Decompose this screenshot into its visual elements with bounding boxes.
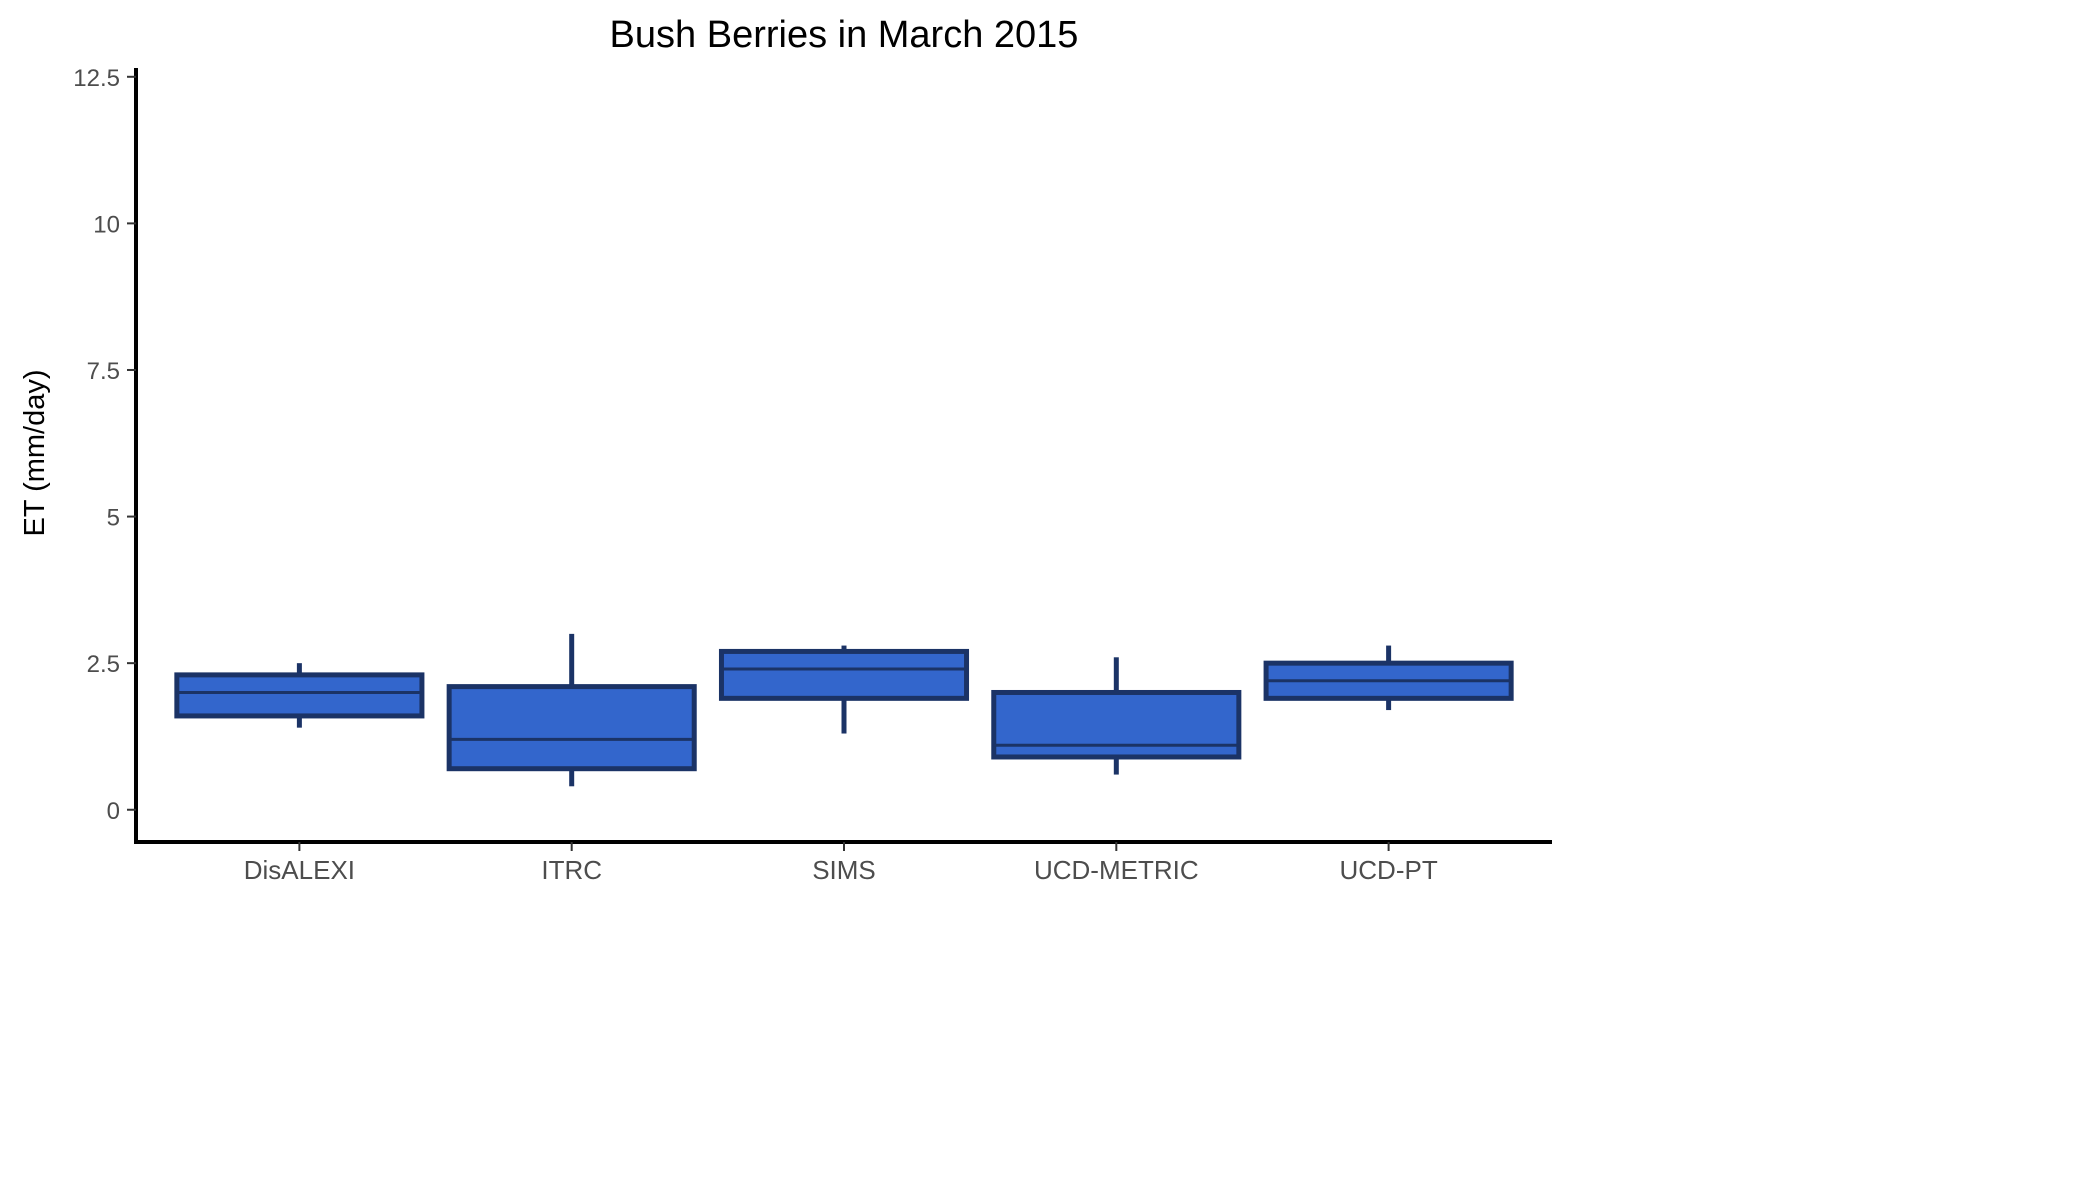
y-tick-label: 5 — [107, 505, 120, 532]
x-tick-label: UCD-PT — [1340, 855, 1438, 885]
y-tick-label: 10 — [93, 211, 120, 238]
box-disalexi — [174, 672, 425, 719]
y-tick-label: 12.5 — [73, 65, 120, 92]
x-tick-label: ITRC — [541, 855, 602, 885]
plot-area: 0 2.5 5 7.5 10 12.5 DisALEXI ITRC SIMS UCD-METRIC… — [73, 65, 1552, 885]
y-tick-label: 2.5 — [87, 651, 120, 678]
y-tick-label: 0 — [107, 798, 120, 825]
chart-title: Bush Berries in March 2015 — [610, 14, 1079, 56]
x-tick-label: UCD-METRIC — [1034, 855, 1199, 885]
x-tick-label: DisALEXI — [244, 855, 355, 885]
chart-container: Bush Berries in March 2015 ET (mm/day) 0… — [19, 14, 1552, 885]
boxplot-chart: Bush Berries in March 2015 ET (mm/day) 0… — [19, 14, 1552, 885]
y-tick-label: 7.5 — [87, 358, 120, 385]
box-sims — [718, 648, 970, 701]
box-ucd-metric — [991, 689, 1242, 760]
box-itrc — [446, 684, 697, 772]
x-tick-label: SIMS — [812, 855, 876, 885]
y-axis-label: ET (mm/day) — [19, 369, 51, 536]
